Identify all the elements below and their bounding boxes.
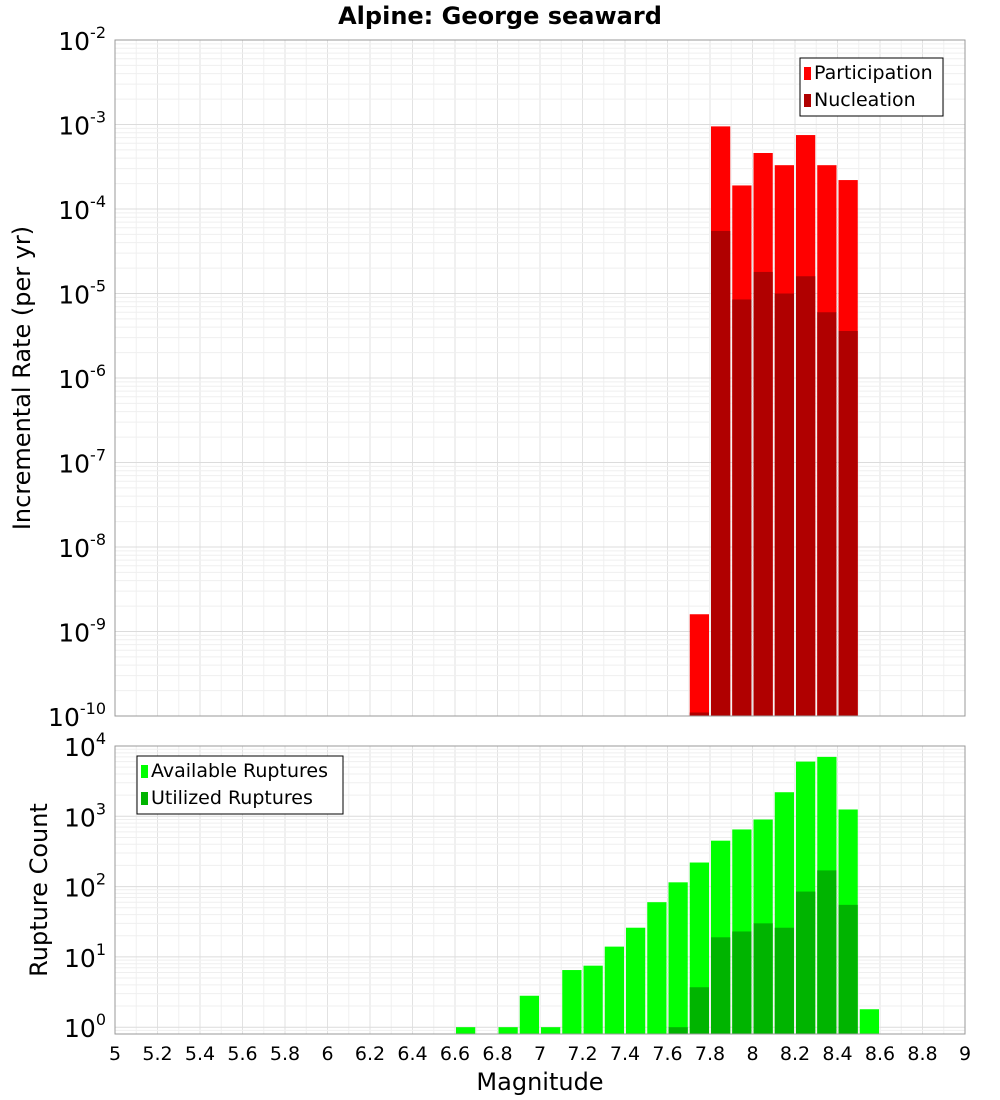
bar <box>668 882 688 1034</box>
y-tick-label: 10-4 <box>58 192 106 225</box>
y-tick-label: 102 <box>64 870 106 903</box>
x-tick-label: 8.4 <box>822 1043 852 1065</box>
legend: Available Ruptures Utilized Ruptures <box>136 755 344 815</box>
y-tick-label: 103 <box>64 799 106 832</box>
x-tick-label: 5 <box>109 1043 121 1065</box>
x-tick-label: 5.8 <box>270 1043 300 1065</box>
legend: Participation Nucleation <box>799 57 944 117</box>
bar <box>456 1027 476 1034</box>
x-tick-label: 5.4 <box>185 1043 215 1065</box>
bar <box>732 931 752 1034</box>
bar <box>732 299 752 716</box>
y-tick-label: 10-2 <box>58 23 106 56</box>
y-tick-label: 10-10 <box>48 699 106 732</box>
x-tick-label: 7 <box>534 1043 546 1065</box>
plot-border <box>114 745 966 1035</box>
incremental-rate-panel: 10-10 10-9 10-8 10-7 10-6 10-5 10-4 10-3 10-2 Inc… <box>8 23 966 732</box>
bar <box>796 276 816 716</box>
grid <box>114 39 966 717</box>
y-axis-label: Rupture Count <box>25 803 53 977</box>
bar <box>519 995 539 1034</box>
legend-swatch <box>804 67 811 80</box>
y-axis-label: Incremental Rate (per yr) <box>8 226 36 530</box>
y-tick-label: 101 <box>64 940 106 973</box>
series-nucleation <box>689 230 858 717</box>
y-tick-label: 10-8 <box>58 530 106 563</box>
bar <box>838 904 858 1034</box>
y-tick-labels: 10-10 10-9 10-8 10-7 10-6 10-5 10-4 10-3 10-2 <box>48 23 106 732</box>
x-tick-label: 6.8 <box>482 1043 512 1065</box>
bar <box>711 937 731 1034</box>
x-tick-label: 6.6 <box>440 1043 470 1065</box>
bar <box>689 712 709 716</box>
y-tick-label: 104 <box>64 729 106 762</box>
bar <box>583 965 603 1034</box>
bar <box>838 330 858 716</box>
legend-swatch <box>141 792 148 805</box>
bar <box>796 891 816 1034</box>
y-tick-label: 10-5 <box>58 277 106 310</box>
bar <box>562 970 582 1034</box>
legend-entry: Nucleation <box>814 89 916 111</box>
bar <box>753 271 773 716</box>
bar <box>668 1027 688 1034</box>
x-tick-label: 7.8 <box>695 1043 725 1065</box>
legend-entry: Available Ruptures <box>151 760 328 782</box>
x-tick-label: 5.6 <box>227 1043 257 1065</box>
bar <box>689 987 709 1034</box>
x-tick-label: 8.6 <box>865 1043 895 1065</box>
x-tick-label: 7.6 <box>652 1043 682 1065</box>
legend-swatch <box>804 94 811 107</box>
x-tick-labels: 5 5.2 5.4 5.6 5.8 6 6.2 6.4 6.6 6.8 7 7.2 7.4 7.6 7.8 8… <box>109 1043 971 1065</box>
bar <box>817 870 837 1034</box>
legend-swatch <box>141 765 148 778</box>
x-tick-label: 8 <box>746 1043 758 1065</box>
y-tick-label: 10-6 <box>58 361 106 394</box>
x-tick-label: 7.4 <box>610 1043 640 1065</box>
x-tick-label: 6.2 <box>355 1043 385 1065</box>
y-tick-label: 10-3 <box>58 108 106 141</box>
x-tick-label: 8.2 <box>780 1043 810 1065</box>
x-tick-label: 5.2 <box>142 1043 172 1065</box>
bar <box>498 1027 518 1034</box>
chart-title: Alpine: George seaward <box>338 2 662 30</box>
bar <box>626 927 646 1034</box>
x-tick-label: 7.2 <box>567 1043 597 1065</box>
bar <box>711 230 731 717</box>
series-utilized-ruptures <box>668 870 858 1034</box>
bar <box>774 293 794 716</box>
bar <box>647 902 667 1034</box>
legend-entry: Participation <box>814 62 933 84</box>
x-tick-label: 6 <box>321 1043 333 1065</box>
y-tick-label: 10-7 <box>58 446 106 479</box>
bar <box>604 946 624 1034</box>
bar <box>774 927 794 1034</box>
x-tick-label: 8.8 <box>907 1043 937 1065</box>
y-tick-label: 100 <box>64 1010 106 1043</box>
y-tick-labels: 100 101 102 103 104 <box>64 729 106 1043</box>
bar <box>817 312 837 716</box>
plot-border <box>114 39 966 717</box>
x-tick-label: 6.4 <box>397 1043 427 1065</box>
bar <box>541 1027 561 1034</box>
y-tick-label: 10-9 <box>58 615 106 648</box>
bar <box>859 1009 879 1034</box>
x-tick-label: 9 <box>959 1043 971 1065</box>
bar <box>753 923 773 1034</box>
legend-entry: Utilized Ruptures <box>151 787 313 809</box>
legend-box <box>799 57 944 117</box>
x-axis-label: Magnitude <box>476 1068 603 1096</box>
bar <box>689 614 709 716</box>
rupture-count-panel: 100 101 102 103 104 Rupture Count Available Ru… <box>25 729 966 1043</box>
legend-box <box>136 755 344 815</box>
